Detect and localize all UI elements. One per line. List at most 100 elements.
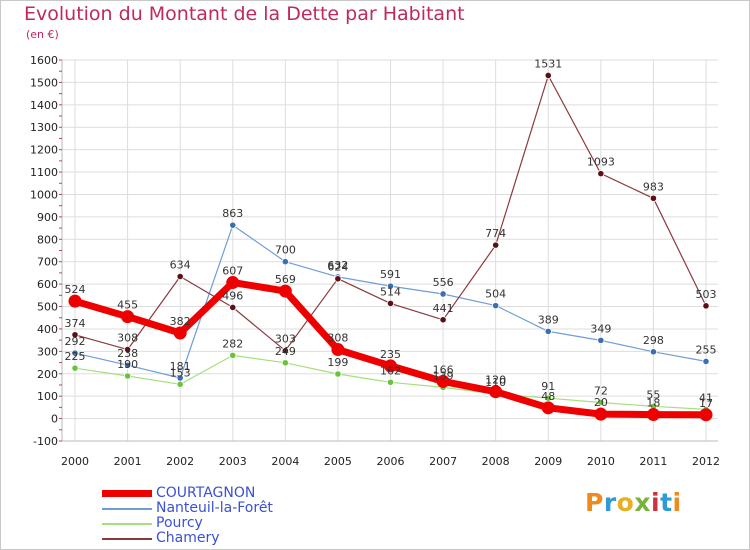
logo-letter: i	[651, 488, 661, 517]
data-label-courtagnon-2002: 382	[170, 315, 191, 328]
data-label-courtagnon-2001: 455	[117, 299, 138, 312]
data-label-nanteuil-2000: 292	[65, 335, 86, 348]
data-point-pourcy-2010	[597, 398, 605, 407]
x-tick-label-2004: 2004	[271, 455, 299, 468]
proxiti-logo: Proxiti	[585, 488, 682, 517]
y-tick-label-700: 700	[37, 256, 58, 269]
logo-letter: o	[616, 488, 635, 517]
data-label-nanteuil-2005: 632	[327, 259, 348, 272]
data-label-chamery-2006: 514	[380, 285, 401, 298]
data-label-courtagnon-2012: 17	[699, 397, 713, 410]
y-tick-label-200: 200	[37, 368, 58, 381]
data-point-nanteuil-2004	[281, 258, 289, 266]
legend-swatch-chamery	[102, 538, 152, 540]
data-label-chamery-2011: 983	[643, 180, 664, 193]
data-label-nanteuil-2011: 298	[643, 334, 664, 347]
data-label-pourcy-2007: 139	[433, 369, 454, 382]
data-label-courtagnon-2010: 20	[594, 396, 608, 409]
data-label-chamery-2010: 1093	[587, 156, 615, 169]
data-point-chamery-2007	[439, 316, 447, 324]
data-point-courtagnon-2009	[541, 401, 555, 415]
data-point-courtagnon-2002	[173, 326, 187, 340]
data-point-chamery-2001	[123, 345, 132, 354]
data-label-pourcy-2011: 55	[646, 388, 660, 401]
data-label-pourcy-2000: 225	[65, 350, 86, 363]
x-tick-label-2012: 2012	[692, 455, 720, 468]
data-point-pourcy-2000	[71, 364, 79, 372]
data-point-courtagnon-2004	[278, 284, 292, 298]
logo-letter: x	[634, 488, 651, 517]
legend-swatch-courtagnon	[102, 490, 152, 497]
data-point-nanteuil-2012	[702, 357, 710, 366]
data-point-chamery-2008	[492, 241, 500, 249]
x-tick-label-2006: 2006	[377, 455, 405, 468]
data-label-nanteuil-2007: 556	[433, 276, 454, 289]
data-label-courtagnon-2009: 48	[541, 390, 555, 403]
data-label-chamery-2008: 774	[485, 227, 506, 240]
grid-layer	[62, 59, 718, 442]
data-point-nanteuil-2008	[492, 302, 500, 310]
x-tick-label-2008: 2008	[482, 455, 510, 468]
x-tick-label-2010: 2010	[587, 455, 615, 468]
data-point-nanteuil-2003	[229, 221, 237, 229]
data-point-chamery-2011	[649, 194, 658, 202]
x-tick-label-2001: 2001	[114, 455, 142, 468]
logo-letter: P	[585, 488, 604, 517]
x-tick-label-2007: 2007	[429, 455, 457, 468]
data-label-courtagnon-2008: 120	[485, 374, 506, 387]
y-tick-label-1100: 1100	[30, 166, 58, 179]
data-point-chamery-2009	[544, 71, 552, 80]
x-tick-label-2005: 2005	[324, 455, 352, 468]
data-label-courtagnon-2004: 569	[275, 273, 296, 286]
data-label-chamery-2007: 441	[433, 302, 454, 315]
legend-label-pourcy: Pourcy	[156, 515, 203, 531]
data-label-nanteuil-2012: 255	[696, 343, 717, 356]
y-tick-label-900: 900	[37, 211, 58, 224]
data-label-nanteuil-2006: 591	[380, 268, 401, 281]
x-tick-label-2011: 2011	[639, 455, 667, 468]
data-label-nanteuil-2001: 238	[117, 347, 138, 360]
data-label-pourcy-2008: 110	[485, 376, 506, 389]
y-tick-label-800: 800	[37, 233, 58, 246]
legend-swatch-pourcy	[102, 523, 152, 525]
series-layer	[68, 71, 713, 422]
data-label-pourcy-2012: 41	[699, 391, 713, 404]
data-point-courtagnon-2011	[646, 408, 660, 422]
y-tick-label-100: 100	[37, 390, 58, 403]
data-label-chamery-2000: 374	[65, 317, 86, 330]
data-point-nanteuil-2006	[386, 282, 395, 290]
data-point-courtagnon-2005	[331, 343, 345, 357]
data-label-chamery-2002: 634	[170, 258, 191, 271]
data-label-nanteuil-2010: 349	[590, 322, 611, 335]
x-tick-label-2000: 2000	[61, 455, 89, 468]
data-label-layer: 374 308 634 496 303 624 514 441 774 1531 1093 983 50…	[65, 57, 717, 409]
y-tick-label-1400: 1400	[30, 99, 58, 112]
data-point-courtagnon-2006	[384, 359, 397, 373]
data-point-chamery-2010	[597, 170, 605, 178]
data-label-pourcy-2003: 282	[222, 337, 243, 350]
data-point-courtagnon-2012	[699, 408, 713, 422]
data-point-chamery-2002	[176, 272, 184, 281]
logo-letter: r	[603, 488, 617, 517]
y-tick-label-400: 400	[37, 323, 58, 336]
legend-label-courtagnon: COURTAGNON	[156, 485, 256, 501]
x-tick-label-2003: 2003	[219, 455, 247, 468]
data-label-chamery-2004: 303	[275, 333, 296, 346]
y-tick-label-1500: 1500	[30, 76, 58, 89]
data-point-nanteuil-2009	[544, 327, 552, 336]
data-label-pourcy-2001: 190	[117, 358, 138, 371]
data-label-pourcy-2010: 72	[594, 384, 608, 397]
data-label-courtagnon-2003: 607	[222, 265, 243, 278]
data-point-pourcy-2006	[386, 378, 395, 386]
y-tick-label--100: -100	[33, 435, 58, 448]
chart-unit-label: (en €)	[26, 28, 59, 41]
legend-swatch-nanteuil	[102, 508, 152, 510]
data-point-chamery-2005	[334, 275, 342, 283]
logo-letter: i	[672, 488, 682, 517]
data-point-nanteuil-2001	[123, 361, 132, 369]
data-label-courtagnon-2007: 166	[433, 363, 454, 376]
y-tick-label-300: 300	[37, 345, 58, 358]
data-point-nanteuil-2000	[71, 349, 79, 357]
